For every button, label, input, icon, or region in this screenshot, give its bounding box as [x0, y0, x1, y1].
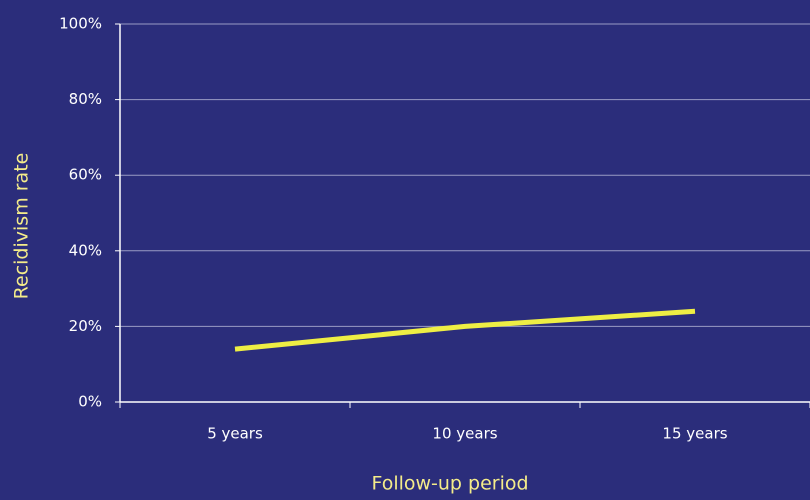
- y-tick-label: 80%: [69, 90, 102, 108]
- y-axis-title: Recidivism rate: [11, 153, 33, 300]
- y-tick-label: 0%: [78, 393, 102, 411]
- x-tick-label: 5 years: [207, 425, 263, 443]
- x-tick-label: 15 years: [662, 425, 727, 443]
- y-tick-label: 20%: [69, 317, 102, 335]
- x-tick-label: 10 years: [432, 425, 497, 443]
- y-tick-label: 60%: [69, 166, 102, 184]
- y-tick-label: 40%: [69, 241, 102, 259]
- data-line: [234, 308, 696, 352]
- x-axis-title: Follow-up period: [371, 473, 528, 495]
- y-tick-label: 100%: [59, 15, 102, 33]
